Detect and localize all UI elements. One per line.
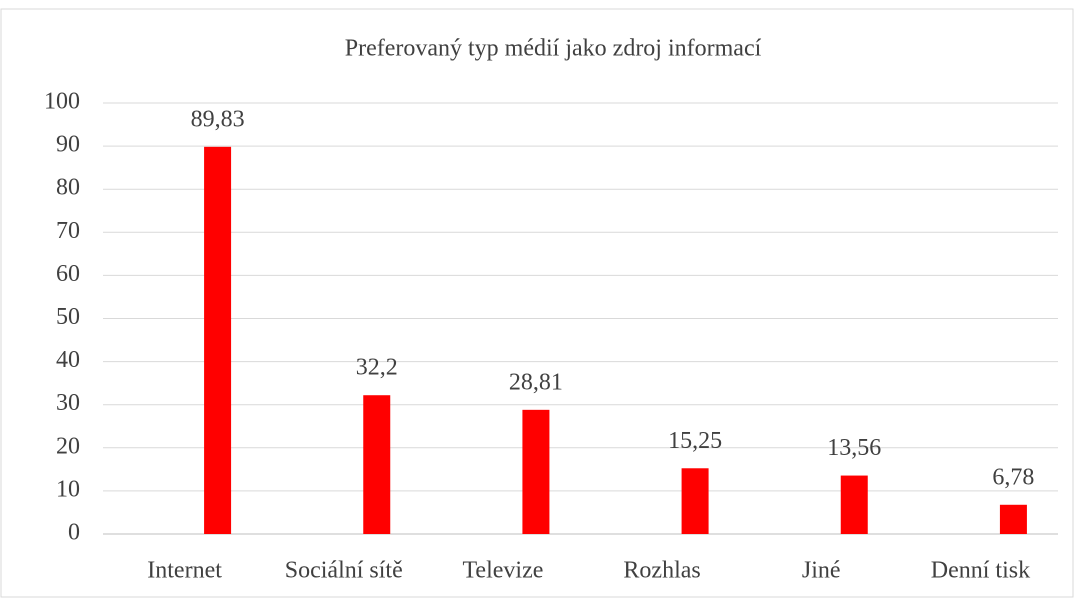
data-label: 15,25 (668, 428, 722, 454)
data-label: 13,56 (827, 435, 881, 461)
x-tick-label: Internet (147, 558, 222, 584)
y-tick-label: 20 (56, 433, 80, 459)
data-label: 32,2 (356, 355, 398, 381)
x-tick-label: Jiné (802, 558, 841, 584)
bar (681, 468, 709, 534)
bar (522, 409, 550, 534)
x-tick-label: Sociální sítě (285, 558, 403, 584)
y-tick-label: 90 (56, 132, 80, 158)
x-tick-label: Denní tisk (931, 558, 1030, 584)
bar (204, 146, 232, 534)
data-label: 28,81 (509, 369, 563, 395)
y-tick-label: 50 (56, 304, 80, 330)
y-tick-label: 30 (56, 390, 80, 416)
y-tick-label: 70 (56, 218, 80, 244)
bar (363, 395, 391, 534)
x-tick-label: Rozhlas (623, 558, 700, 584)
data-label: 6,78 (992, 464, 1034, 490)
y-tick-label: 40 (56, 347, 80, 373)
y-tick-label: 80 (56, 175, 80, 201)
bar (840, 475, 868, 534)
bar (999, 504, 1027, 534)
y-tick-label: 60 (56, 261, 80, 287)
y-tick-label: 0 (68, 520, 80, 546)
x-tick-label: Televize (462, 558, 543, 584)
y-tick-label: 10 (56, 476, 80, 502)
chart-title: Preferovaný typ médií jako zdroj informa… (345, 36, 762, 62)
data-label: 89,83 (191, 106, 245, 132)
y-tick-label: 100 (44, 89, 80, 115)
